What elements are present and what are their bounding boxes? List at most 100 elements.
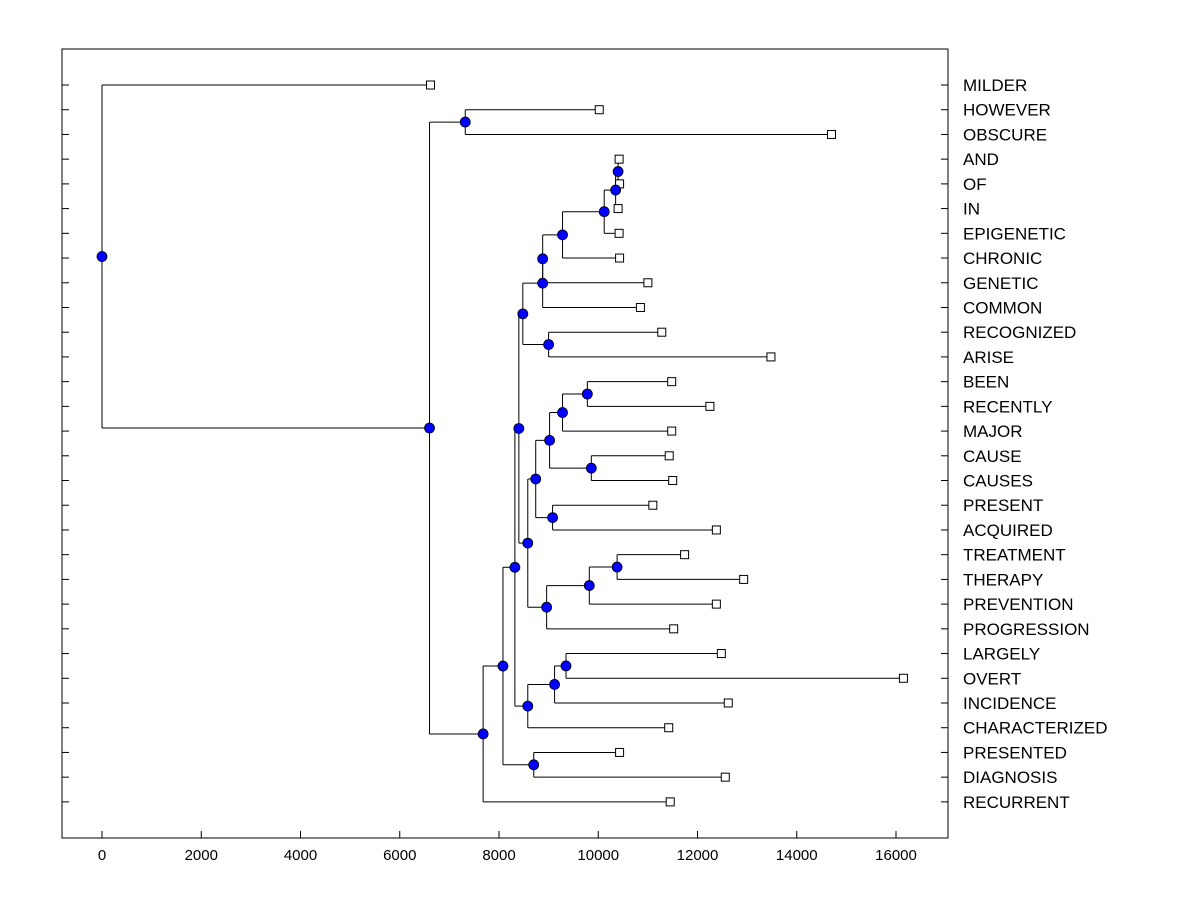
leaf-label-prevention: PREVENTION <box>963 595 1074 614</box>
merge-node-n18 <box>522 537 534 549</box>
x-tick-label-10000: 10000 <box>577 847 619 864</box>
x-tick-label-16000: 16000 <box>875 847 917 864</box>
leaf-marker-incidence <box>723 698 733 708</box>
leaf-marker-overt <box>898 673 908 683</box>
merge-node-n4 <box>557 229 568 241</box>
merge-node-n27 <box>459 116 471 128</box>
x-tick-label-12000: 12000 <box>677 847 719 864</box>
leaf-label-obscure: OBSCURE <box>963 125 1047 144</box>
merge-node-n21 <box>549 679 560 690</box>
leaf-label-causes: CAUSES <box>963 472 1033 491</box>
leaf-marker-been <box>667 377 677 387</box>
leaf-marker-largely <box>716 649 726 659</box>
leaf-label-recognized: RECOGNIZED <box>963 323 1076 342</box>
leaf-labels: MILDER HOWEVER OBSCURE AND OF IN EPIGENETIC CHR… <box>963 76 1108 812</box>
merge-node-n14 <box>530 473 542 485</box>
leaf-marker-however <box>594 105 604 115</box>
leaf-label-cause: CAUSE <box>963 447 1022 466</box>
merge-node-n20 <box>560 660 572 672</box>
x-tick-label-6000: 6000 <box>383 847 416 864</box>
x-tick-label-0: 0 <box>98 847 106 864</box>
leaf-label-present: PRESENT <box>963 496 1043 515</box>
merge-node-n12 <box>544 434 556 446</box>
leaf-label-in: IN <box>963 200 980 219</box>
leaf-label-of: OF <box>963 175 987 194</box>
merge-node-n26 <box>477 728 489 740</box>
leaf-label-and: AND <box>963 150 999 169</box>
merge-node-n10 <box>557 407 568 418</box>
x-tick-label-2000: 2000 <box>185 847 218 864</box>
leaf-marker-progression <box>669 624 679 634</box>
merge-node-n1 <box>612 166 624 177</box>
merge-node-n11 <box>585 462 597 474</box>
leaf-marker-and <box>614 154 624 164</box>
merge-node-n15 <box>611 561 623 573</box>
leaf-marker-recognized <box>657 327 667 337</box>
x-tick-label-8000: 8000 <box>482 847 515 864</box>
leaf-marker-characterized <box>664 723 674 733</box>
leaf-label-however: HOWEVER <box>963 101 1051 120</box>
leaf-label-chronic: CHRONIC <box>963 249 1042 268</box>
merge-node-n17 <box>541 601 553 613</box>
leaf-marker-obscure <box>826 129 836 139</box>
leaf-label-treatment: TREATMENT <box>963 546 1066 565</box>
leaf-marker-milder <box>426 80 436 90</box>
merge-node-n7 <box>543 339 555 350</box>
leaf-label-recurrent: RECURRENT <box>963 793 1070 812</box>
leaf-label-milder: MILDER <box>963 76 1027 95</box>
leaf-marker-diagnosis <box>720 772 730 782</box>
leaf-label-characterized: CHARACTERIZED <box>963 719 1108 738</box>
merge-node-n3 <box>598 206 610 218</box>
leaf-marker-major <box>667 426 677 436</box>
leaf-label-overt: OVERT <box>963 669 1021 688</box>
leaf-marker-presented <box>615 747 625 757</box>
leaf-label-incidence: INCIDENCE <box>963 694 1057 713</box>
x-tick-labels: 0 2000 4000 6000 8000 10000 12000 14000 16000 <box>98 847 917 864</box>
merge-node-n5 <box>537 253 549 265</box>
leaf-marker-chronic <box>615 253 625 263</box>
leaf-marker-recently <box>705 401 715 411</box>
leaf-label-major: MAJOR <box>963 422 1023 441</box>
merge-node-n6 <box>537 277 549 289</box>
leaf-label-progression: PROGRESSION <box>963 620 1090 639</box>
leaf-label-epigenetic: EPIGENETIC <box>963 224 1066 243</box>
leaf-marker-genetic <box>643 278 653 288</box>
leaf-marker-common <box>635 302 645 312</box>
leaf-marker-cause <box>664 451 674 461</box>
leaf-label-largely: LARGELY <box>963 645 1040 664</box>
leaf-marker-in <box>613 204 623 214</box>
merge-node-n8 <box>517 308 529 320</box>
merge-node-n9 <box>581 388 593 400</box>
leaf-marker-present <box>648 500 658 510</box>
leaf-marker-prevention <box>711 599 721 609</box>
leaf-marker-acquired <box>711 525 721 535</box>
leaf-label-acquired: ACQUIRED <box>963 521 1053 540</box>
merge-node-n29 <box>96 251 108 262</box>
leaf-marker-epigenetic <box>614 228 624 238</box>
merge-node-n28 <box>424 422 435 434</box>
merge-node-n22 <box>522 700 534 712</box>
merge-node-n13 <box>547 512 558 523</box>
merge-node-n24 <box>528 759 540 771</box>
dendrogram-links <box>101 84 904 803</box>
merge-node-n2 <box>610 184 622 196</box>
leaf-markers <box>426 80 908 807</box>
leaf-marker-arise <box>766 352 776 362</box>
axis-ticks <box>62 84 948 838</box>
plot-frame <box>61 48 949 839</box>
merge-nodes <box>96 116 624 771</box>
leaf-marker-recurrent <box>665 797 675 807</box>
leaf-marker-treatment <box>680 550 690 560</box>
leaf-label-common: COMMON <box>963 298 1042 317</box>
leaf-label-arise: ARISE <box>963 348 1014 367</box>
merge-node-n25 <box>497 660 509 672</box>
leaf-label-therapy: THERAPY <box>963 570 1043 589</box>
merge-node-n23 <box>509 561 521 573</box>
leaf-label-genetic: GENETIC <box>963 274 1039 293</box>
leaf-label-presented: PRESENTED <box>963 743 1067 762</box>
leaf-label-recently: RECENTLY <box>963 397 1052 416</box>
x-tick-label-4000: 4000 <box>284 847 317 864</box>
leaf-marker-therapy <box>739 574 749 584</box>
